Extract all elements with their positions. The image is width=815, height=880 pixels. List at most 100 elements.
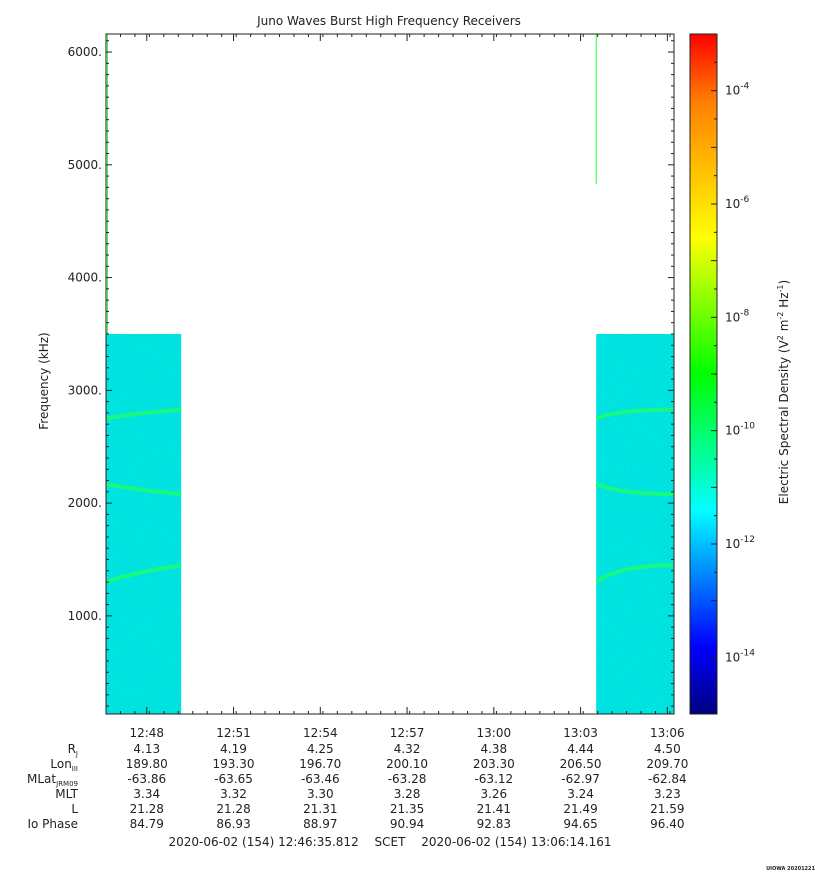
ephemeris-value: 200.10 <box>386 757 429 771</box>
ephemeris-value: 3.32 <box>220 787 247 801</box>
y-tick-label: 3000. <box>68 383 102 397</box>
ephemeris-label-text: Io Phase <box>27 817 78 831</box>
ephemeris-label-text: Lon <box>50 757 72 771</box>
ephemeris-value: 96.40 <box>650 817 685 831</box>
chart-title: Juno Waves Burst High Frequency Receiver… <box>256 14 521 28</box>
ephemeris-label-text: MLT <box>55 787 78 801</box>
ephemeris-row-label: Io Phase <box>4 817 78 831</box>
colorbar-tick-exponent: -8 <box>740 308 749 318</box>
x-tick-label: 12:57 <box>389 726 425 740</box>
y-tick-label: 2000. <box>68 496 102 510</box>
ephemeris-label-subscript: J <box>75 750 78 758</box>
plot-area <box>105 33 675 715</box>
ephemeris-value: 4.32 <box>393 742 421 756</box>
time-range: 2020-06-02 (154) 12:46:35.812 SCET 2020-… <box>0 835 780 849</box>
colorbar-tick-label: 10-10 <box>725 422 755 438</box>
colorbar-tick-exponent: -10 <box>740 422 755 432</box>
ephemeris-label-text: L <box>71 802 78 816</box>
ephemeris-value: 86.93 <box>216 817 251 831</box>
ephemeris-value: 193.30 <box>212 757 255 771</box>
ephemeris-value: 84.79 <box>129 817 164 831</box>
ephemeris-label-text: MLat <box>27 772 57 786</box>
data-block-texture-0 <box>106 333 182 714</box>
ephemeris-value: 4.38 <box>480 742 508 756</box>
ephemeris-row-label: LonIII <box>4 757 78 773</box>
y-axis-label: Frequency (kHz) <box>37 332 51 429</box>
ephemeris-value: -63.46 <box>300 772 340 786</box>
ephemeris-value: -63.12 <box>474 772 514 786</box>
ephemeris-value: 203.30 <box>472 757 515 771</box>
colorbar-tick-label: 10-12 <box>725 535 755 551</box>
x-tick-label: 13:06 <box>650 726 685 740</box>
y-axis: 1000. 2000. 3000. 4000. 5000. 6000. <box>68 40 674 707</box>
x-tick-label: 13:03 <box>563 726 598 740</box>
ephemeris-value: 90.94 <box>389 817 425 831</box>
colorbar-tick-exponent: -12 <box>740 535 755 545</box>
ephemeris-value: 88.97 <box>303 817 338 831</box>
x-tick-label: 12:51 <box>216 726 251 740</box>
y-tick-label: 5000. <box>68 158 102 172</box>
ephemeris-value: 21.59 <box>650 802 685 816</box>
ephemeris-row-label: L <box>4 802 78 816</box>
ephemeris-value: 21.49 <box>563 802 598 816</box>
ephemeris-row-label: RJ <box>4 742 78 758</box>
ephemeris-label-subscript: III <box>71 765 78 773</box>
ephemeris-value: 4.13 <box>133 742 161 756</box>
colorbar-tick-base: 10 <box>725 537 740 551</box>
x-tick-label: 12:48 <box>129 726 165 740</box>
emission-line-1-2 <box>595 563 675 584</box>
ephemeris-value: 21.28 <box>216 802 251 816</box>
ephemeris-value: 3.24 <box>567 787 594 801</box>
y-tick-label: 4000. <box>68 271 102 285</box>
plot-background <box>106 34 674 714</box>
ephemeris-label-subscript: JRM09 <box>56 780 78 788</box>
ephemeris-value: -63.86 <box>127 772 167 786</box>
colorbar-tick-exponent: -6 <box>740 195 749 205</box>
emission-line-0-2 <box>105 563 182 584</box>
colorbar-tick-label: 10-4 <box>725 82 750 98</box>
colorbar-label: Electric Spectral Density (V2 m-2 Hz-1) <box>776 280 791 504</box>
ephemeris-value: 3.26 <box>480 787 508 801</box>
credit-label: UIOWA 20201221 <box>766 866 815 872</box>
ephemeris-value: 196.70 <box>299 757 342 771</box>
ephemeris-value: 21.41 <box>476 802 511 816</box>
ephemeris-value: 21.28 <box>129 802 164 816</box>
emission-line-0-0 <box>105 407 182 421</box>
emission-line-0-1 <box>105 481 182 497</box>
colorbar-tick-label: 10-6 <box>725 195 750 211</box>
ephemeris-value: 3.23 <box>653 787 681 801</box>
emission-line-1-1 <box>595 482 675 497</box>
colorbar-tick-base: 10 <box>725 84 740 98</box>
ephemeris-value: 92.83 <box>476 817 511 831</box>
ephemeris-value: -62.84 <box>648 772 687 786</box>
ephemeris-value: 209.70 <box>646 757 689 771</box>
ephemeris-row-label: MLatJRM09 <box>4 772 78 788</box>
ephemeris-value: 189.80 <box>125 757 168 771</box>
data-block-texture-1 <box>596 333 674 714</box>
time-range-start: 2020-06-02 (154) 12:46:35.812 <box>168 835 359 849</box>
colorbar-tick-base: 10 <box>725 310 740 324</box>
ephemeris-value: 4.19 <box>220 742 247 756</box>
colorbar-tick-exponent: -14 <box>740 648 755 658</box>
ephemeris-value: 4.50 <box>653 742 681 756</box>
x-axis <box>105 34 671 714</box>
ephemeris-value: 21.35 <box>389 802 425 816</box>
ephemeris-value: 206.50 <box>559 757 602 771</box>
ephemeris-row-label: MLT <box>4 787 78 801</box>
colorbar-tick-exponent: -4 <box>740 82 749 92</box>
ephemeris-value: -63.28 <box>387 772 427 786</box>
y-tick-label: 1000. <box>68 609 102 623</box>
time-range-end: 2020-06-02 (154) 13:06:14.161 <box>421 835 612 849</box>
ephemeris-value: 3.34 <box>133 787 161 801</box>
emission-line-1-0 <box>595 407 675 421</box>
x-tick-label: 12:54 <box>303 726 338 740</box>
colorbar-tick-label: 10-14 <box>725 648 755 664</box>
colorbar-tick-base: 10 <box>725 424 740 438</box>
plot-frame <box>105 33 675 715</box>
ephemeris-value: 21.31 <box>303 802 338 816</box>
x-tick-label: 13:00 <box>476 726 512 740</box>
ephemeris-value: 4.25 <box>306 742 334 756</box>
time-range-frame: SCET <box>374 835 406 849</box>
